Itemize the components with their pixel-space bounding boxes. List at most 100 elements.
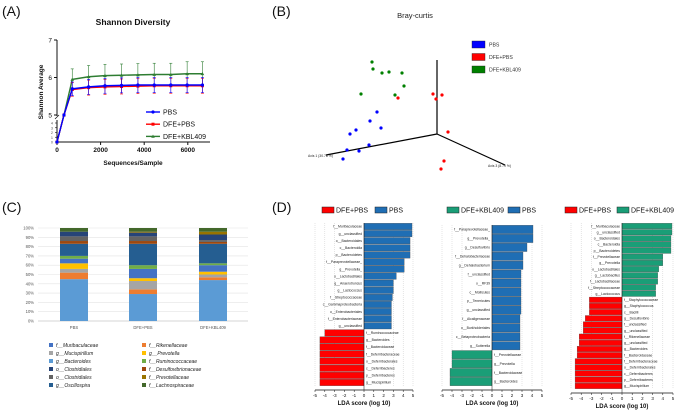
stacked-bar-segment [129,281,157,290]
y-tick-label: 0 [51,141,53,145]
y-tick-label: 90% [26,235,35,240]
lda-bar-label: g__unclassified [624,329,647,333]
stacked-bar-segment [199,280,227,321]
lda-bar-label: g__Mucispirillum [366,381,391,385]
lda-bar-label: g__Desulfovibrio [465,246,490,250]
legend-label: DFE+KBL409 [631,208,674,215]
legend-label: f__Muribaculaceae [56,343,98,349]
lda-bar-label: g__Mucispirillum [624,384,649,388]
legend-label: o__Clostridiales [56,367,92,373]
lda-bar [363,286,394,294]
y-tick-label: 6 [48,75,52,82]
legend-marker [151,122,155,126]
lda-bar [621,266,659,273]
lda-chart-dfe-pbs-vs-kbl409: f__Muribaculaceae g__unclassified o__Bacte… [564,206,675,410]
legend-swatch [49,367,53,371]
x-tick-label: 6000 [181,147,196,154]
lda-bar [576,346,623,352]
lda-bar [319,336,365,344]
x-tick-label: -3 [460,393,464,398]
lda-bar-label: g__Prevotella [599,261,620,265]
lda-bar-label: f__Paraprevotellaceae_ [454,228,490,232]
y-tick-label: 10% [26,309,35,314]
y-tick-label: 1 [51,136,53,140]
y-tick-label: 7 [48,37,52,44]
stacked-bar-segment [60,258,88,264]
axis-break-mark [54,114,60,120]
scatter-point [434,97,438,101]
stacked-bar-segment [129,241,157,244]
legend-swatch [564,206,578,214]
lda-bar-label: g__Bacteroides [366,338,390,342]
lda-bar [621,235,672,242]
lda-bar-label: p__Deferribacteres [624,378,653,382]
legend-swatch [142,351,146,355]
x-tick-label: 4 [531,393,534,398]
y-tick-label: 5 [48,112,52,119]
stacked-bar-segment [199,277,227,281]
lda-bar [451,350,493,360]
lda-bar [621,223,673,229]
scatter-point [357,149,361,153]
stacked-bar-segment [199,271,227,275]
legend-label: PBS [522,208,536,215]
lda-bar [319,343,365,351]
y-tick-label: 0% [28,319,34,324]
bray-curtis-pcoa-chart: Bray-curtis Axis 1 (30.78 %) Axis 3 (8.79 … [308,11,521,171]
scatter-point [380,71,384,75]
data-point [103,84,107,88]
stacked-bar-segment [129,243,157,266]
lda-bar-label: f__Dehalobacteriaceae [455,255,490,259]
data-point [185,83,189,87]
scatter-point [345,148,349,152]
stacked-bar-segment [129,232,157,237]
y-tick-label: 40% [26,281,35,286]
axis-3-label: Axis 3 (8.79 %) [488,164,511,168]
lda-bar-label: o__Deferribacterales [624,366,656,370]
stacked-bar-segment [199,228,227,232]
x-axis-label: LDA score (log 10) [596,404,649,410]
lda-bar-label: o__Lactobacillales [334,274,362,278]
lda-bar-label: f__Ruminococcaceae [366,331,399,335]
x-axis-label: LDA score (log 10) [466,401,519,407]
chart-title: Shannon Diversity [96,17,171,27]
stacked-bar-segment [60,231,88,237]
lda-bar [589,303,623,309]
lda-bar [363,301,392,308]
x-tick-label: -1 [352,393,356,398]
legend-label: DFE+PBS [336,208,368,215]
scatter-point [400,71,404,75]
lda-bar [491,305,522,315]
legend-label: DFE+PBS [163,122,195,129]
lda-bar-label: o__Burkholderiales [461,326,490,330]
lda-bar [621,247,672,254]
legend-swatch [471,65,486,74]
legend-label: f__Rikenellaceae [149,343,188,349]
legend-swatch [49,375,53,379]
lda-bar-label: o__Enterobacteriales [330,310,362,314]
lda-bar [363,258,405,266]
lda-bar [491,278,522,288]
lda-bar-label: g__Bacteroides [624,347,648,351]
axis-1-line [325,133,438,156]
stacked-bar-segment [129,265,157,269]
scatter-point [431,92,435,96]
stacked-bar-segment [129,228,157,232]
lda-bar [491,332,521,342]
lda-bar-label: p__Bacteroidetes [594,249,621,253]
scatter-point [393,93,397,97]
stacked-bar-segment [199,240,227,242]
lda-bar [583,321,623,328]
lda-bar-label: f__Alcaligenaceae [462,317,490,321]
lda-bar [574,383,623,389]
stacked-bar-segment [129,294,157,321]
x-tick-label: -2 [470,393,474,398]
x-tick-label: 4 [402,393,405,398]
lda-bar-label: g__Lactococcus [337,289,362,293]
x-tick-label: 1 [373,393,376,398]
data-point [152,72,157,76]
scatter-point [354,128,358,132]
scatter-point [446,130,450,134]
data-point [70,77,75,81]
lda-bar-label: g__Prevotella_ [467,237,490,241]
